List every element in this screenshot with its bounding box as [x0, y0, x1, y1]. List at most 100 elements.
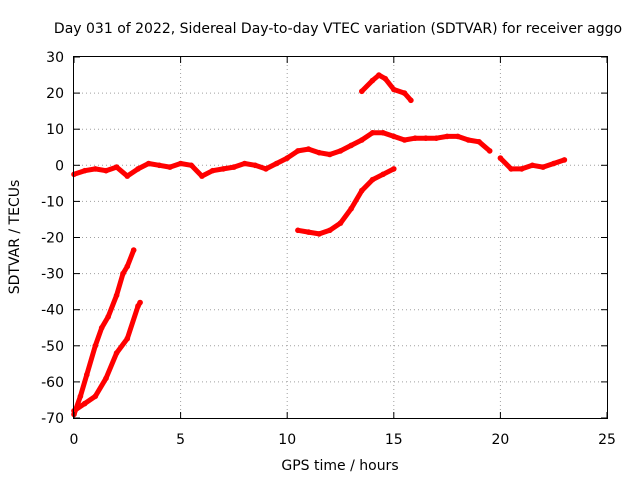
y-tick-label: 30: [46, 50, 64, 66]
data-point: [241, 160, 248, 167]
data-point: [408, 97, 414, 104]
data-point: [84, 371, 90, 378]
data-point: [455, 133, 461, 140]
data-point: [316, 149, 323, 156]
series-line: [295, 166, 397, 237]
data-point: [391, 133, 397, 140]
data-point: [380, 171, 386, 178]
data-point: [113, 164, 120, 170]
data-point: [103, 167, 109, 174]
data-point: [380, 130, 386, 136]
data-point: [92, 343, 99, 349]
y-tick-label: -10: [41, 194, 64, 210]
data-point: [209, 167, 216, 174]
y-tick-label: -50: [41, 339, 64, 355]
data-point: [130, 247, 137, 253]
axis-ticks: 0 5 10 15 20 25 30 20 10 0 -10 -20 -30 -40 -50 -60 -70: [41, 50, 616, 448]
x-tick-label: 15: [385, 432, 403, 448]
data-point: [348, 205, 355, 212]
data-point: [263, 166, 269, 172]
series-5: [71, 299, 143, 414]
data-point: [77, 393, 84, 400]
data-point: [81, 167, 88, 174]
data-point: [105, 314, 111, 320]
x-tick-label: 25: [598, 432, 616, 448]
data-point: [540, 164, 546, 170]
data-point: [113, 292, 120, 299]
data-point: [167, 164, 173, 170]
data-point: [508, 166, 514, 172]
data-point: [231, 164, 237, 170]
data-point: [369, 176, 376, 183]
data-point: [476, 139, 482, 145]
data-point: [401, 90, 408, 96]
data-point: [359, 137, 365, 143]
y-tick-label: 20: [46, 86, 64, 102]
data-point: [359, 187, 365, 194]
data-point: [550, 160, 557, 167]
data-point: [92, 166, 99, 172]
series-line: [71, 247, 137, 417]
data-point: [369, 77, 376, 84]
data-point: [465, 137, 472, 143]
data-point: [348, 142, 355, 149]
y-axis-label: SDTVAR / TECUs: [7, 180, 23, 295]
x-tick-label: 10: [278, 432, 296, 448]
series-4: [71, 247, 137, 418]
y-tick-label: -20: [41, 231, 64, 247]
series-2: [359, 72, 414, 104]
data-point: [497, 155, 504, 161]
data-point: [444, 133, 450, 140]
data-point: [305, 146, 312, 152]
data-point: [305, 229, 312, 235]
data-point: [433, 135, 440, 141]
data-point: [518, 166, 525, 172]
data-point: [529, 162, 536, 169]
series-0: [71, 130, 493, 179]
x-tick-label: 5: [176, 432, 185, 448]
x-axis-label: GPS time / hours: [281, 458, 398, 474]
data-point: [103, 375, 109, 382]
data-point: [124, 173, 131, 179]
y-tick-label: -60: [41, 375, 64, 391]
data-point: [412, 135, 418, 141]
data-point: [124, 335, 131, 342]
data-point: [98, 325, 105, 331]
data-point: [369, 130, 376, 136]
y-tick-label: -40: [41, 303, 64, 319]
data-point: [401, 137, 408, 143]
data-point: [137, 299, 143, 306]
data-point: [423, 135, 429, 141]
data-point: [337, 148, 344, 154]
data-point: [113, 350, 120, 356]
series-line: [71, 130, 493, 179]
data-point: [391, 166, 397, 172]
data-point: [486, 148, 493, 154]
data-point: [376, 72, 382, 78]
data-point: [284, 155, 291, 161]
x-tick-label: 0: [70, 432, 79, 448]
y-tick-label: -30: [41, 267, 64, 283]
data-point: [316, 231, 323, 237]
data-point: [382, 75, 389, 82]
data-point: [337, 220, 344, 226]
data-point: [295, 148, 301, 154]
data-point: [177, 160, 184, 167]
data-point: [561, 157, 568, 163]
data-point: [199, 173, 205, 179]
data-point: [135, 166, 141, 172]
data-point: [145, 160, 152, 167]
data-point: [120, 270, 126, 277]
data-point: [92, 393, 99, 400]
y-tick-label: 0: [55, 158, 64, 174]
data-point: [81, 400, 88, 407]
data-point: [359, 88, 365, 95]
data-point: [327, 151, 333, 158]
data-point: [327, 227, 333, 234]
plot-frame: [73, 56, 608, 419]
y-tick-label: 10: [46, 122, 64, 138]
chart-title: Day 031 of 2022, Sidereal Day-to-day VTE…: [54, 21, 622, 37]
data-point: [220, 166, 226, 172]
